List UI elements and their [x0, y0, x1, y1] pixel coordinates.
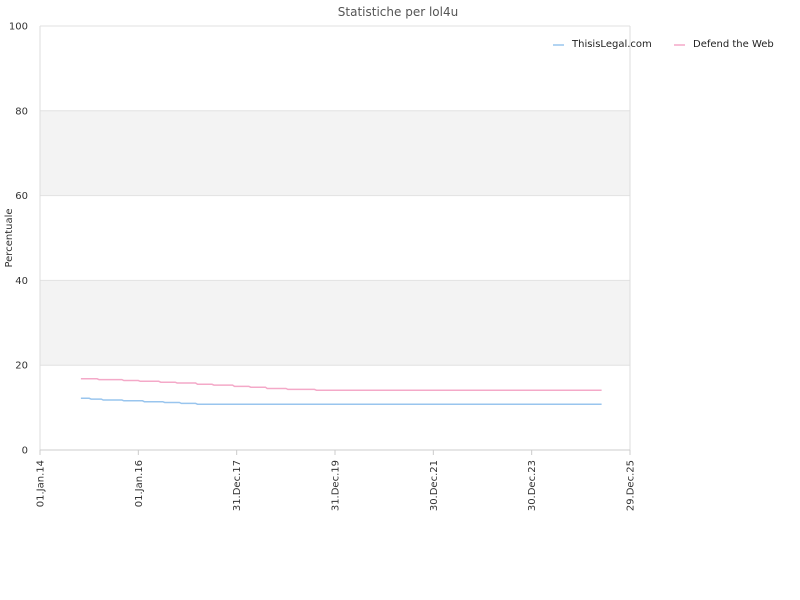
- legend-label: ThisisLegal.com: [571, 39, 652, 50]
- plot-band: [40, 280, 630, 366]
- series-layer: [80, 378, 602, 405]
- y-tick-label: 100: [9, 22, 28, 33]
- series-line-0: [80, 397, 602, 405]
- y-tick-label: 0: [22, 446, 28, 457]
- y-tick-label: 20: [15, 361, 28, 372]
- x-tick-label: 30.Dec.21: [429, 460, 440, 511]
- y-tick-labels: 0 20 40 60 80 100: [9, 22, 28, 457]
- x-tick-labels: 01.Jan.14 01.Jan.16 31.Dec.17 31.Dec.19 30.D…: [36, 460, 637, 511]
- x-tick-label: 31.Dec.17: [232, 460, 243, 511]
- chart-title: Statistiche per lol4u: [338, 5, 458, 19]
- axes: [39, 26, 631, 455]
- x-tick-label: 01.Jan.14: [36, 460, 47, 507]
- legend-label: Defend the Web: [693, 39, 774, 50]
- plot-band: [40, 110, 630, 196]
- plot-bands: [40, 110, 630, 366]
- series-line-1: [80, 378, 602, 391]
- legend: ThisisLegal.com Defend the Web: [553, 39, 774, 50]
- y-axis-label: Percentuale: [4, 208, 15, 267]
- y-tick-label: 40: [15, 276, 28, 287]
- y-tick-label: 60: [15, 191, 28, 202]
- x-tick-label: 29.Dec.25: [626, 460, 637, 511]
- x-tick-label: 31.Dec.19: [331, 460, 342, 511]
- x-tick-label: 01.Jan.16: [134, 460, 145, 507]
- x-tick-label: 30.Dec.23: [527, 460, 538, 511]
- y-tick-label: 80: [15, 106, 28, 117]
